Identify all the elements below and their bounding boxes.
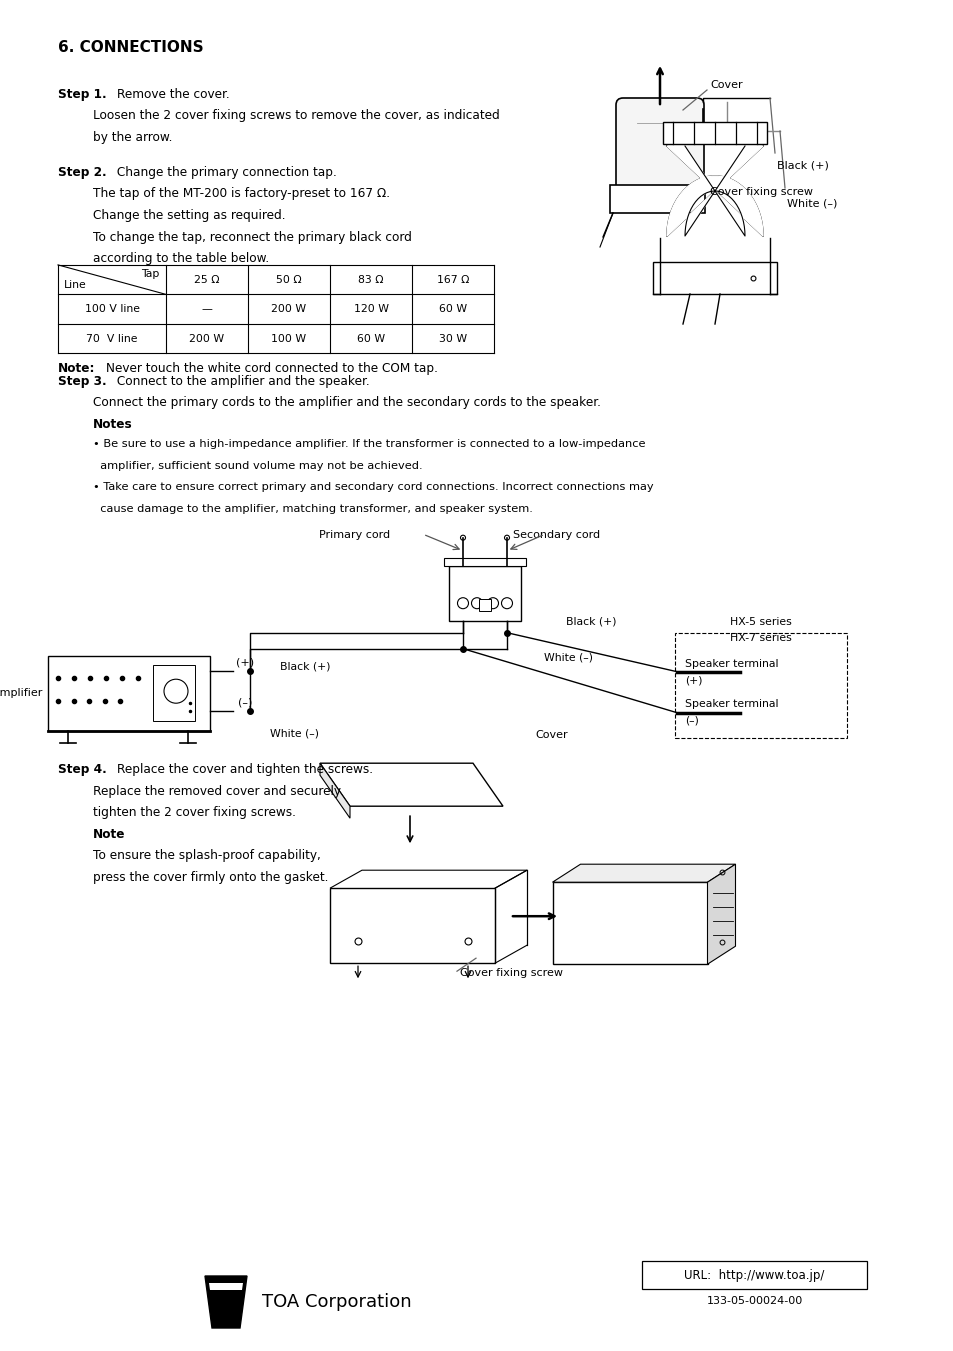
Text: 133-05-00024-00: 133-05-00024-00 bbox=[705, 1296, 801, 1306]
Bar bbox=[48, 655, 210, 731]
Polygon shape bbox=[707, 865, 735, 965]
Text: 200 W: 200 W bbox=[272, 304, 306, 315]
Text: Cover: Cover bbox=[709, 80, 741, 91]
Text: by the arrow.: by the arrow. bbox=[92, 131, 172, 145]
Text: White (–): White (–) bbox=[786, 199, 837, 208]
Bar bbox=[609, 185, 704, 213]
Text: Change the primary connection tap.: Change the primary connection tap. bbox=[112, 166, 336, 178]
Text: The tap of the MT-200 is factory-preset to 167 Ω.: The tap of the MT-200 is factory-preset … bbox=[92, 188, 390, 200]
Bar bbox=[652, 262, 776, 295]
Text: (–): (–) bbox=[684, 716, 699, 725]
Text: Cover fixing screw: Cover fixing screw bbox=[709, 186, 812, 197]
Text: 120 W: 120 W bbox=[354, 304, 388, 315]
Text: Remove the cover.: Remove the cover. bbox=[112, 88, 230, 101]
Text: White (–): White (–) bbox=[544, 653, 593, 663]
Circle shape bbox=[457, 597, 468, 609]
Polygon shape bbox=[666, 146, 762, 236]
Polygon shape bbox=[552, 865, 735, 882]
Text: Line: Line bbox=[64, 281, 87, 290]
Circle shape bbox=[164, 680, 188, 704]
Text: (+): (+) bbox=[235, 657, 253, 667]
Text: (+): (+) bbox=[684, 676, 701, 686]
Text: Amplifier: Amplifier bbox=[0, 688, 43, 698]
FancyBboxPatch shape bbox=[616, 99, 703, 195]
Text: Note: Note bbox=[92, 828, 126, 840]
Bar bbox=[662, 122, 766, 145]
Text: 6. CONNECTIONS: 6. CONNECTIONS bbox=[58, 41, 203, 55]
Text: 100 W: 100 W bbox=[272, 334, 306, 343]
Text: Loosen the 2 cover fixing screws to remove the cover, as indicated: Loosen the 2 cover fixing screws to remo… bbox=[92, 109, 499, 123]
Text: COM 25Ω 50Ω 83Ω167Ω: COM 25Ω 50Ω 83Ω167Ω bbox=[682, 136, 746, 142]
Text: 50 Ω: 50 Ω bbox=[276, 274, 301, 285]
Text: TOA Corporation: TOA Corporation bbox=[262, 1293, 411, 1310]
Text: To change the tap, reconnect the primary black cord: To change the tap, reconnect the primary… bbox=[92, 231, 412, 243]
Polygon shape bbox=[209, 1283, 243, 1290]
Text: 70  V line: 70 V line bbox=[86, 334, 137, 343]
Text: Step 2.: Step 2. bbox=[58, 166, 107, 178]
Text: HX-5 series: HX-5 series bbox=[729, 617, 791, 627]
Text: Tap: Tap bbox=[140, 269, 159, 278]
Text: HX-7 series: HX-7 series bbox=[729, 634, 791, 643]
Text: 60 W: 60 W bbox=[438, 304, 467, 315]
Text: Cover: Cover bbox=[535, 730, 567, 740]
Bar bbox=[449, 566, 520, 620]
Bar bbox=[552, 882, 707, 965]
Circle shape bbox=[504, 535, 509, 540]
Circle shape bbox=[487, 597, 498, 609]
Bar bbox=[478, 600, 491, 611]
Text: Step 3.: Step 3. bbox=[58, 374, 107, 388]
Text: 100 V line: 100 V line bbox=[85, 304, 139, 315]
Bar bbox=[330, 888, 495, 963]
Text: Replace the removed cover and securely: Replace the removed cover and securely bbox=[92, 785, 340, 797]
Text: • Take care to ensure correct primary and secondary cord connections. Incorrect : • Take care to ensure correct primary an… bbox=[92, 482, 653, 492]
Text: Black (+): Black (+) bbox=[565, 616, 616, 627]
Text: Change the setting as required.: Change the setting as required. bbox=[92, 209, 285, 222]
Text: Connect the primary cords to the amplifier and the secondary cords to the speake: Connect the primary cords to the amplifi… bbox=[92, 396, 600, 409]
Bar bbox=[443, 558, 525, 566]
Text: press the cover firmly onto the gasket.: press the cover firmly onto the gasket. bbox=[92, 870, 328, 884]
Text: Primary cord: Primary cord bbox=[318, 530, 390, 540]
Text: cause damage to the amplifier, matching transformer, and speaker system.: cause damage to the amplifier, matching … bbox=[92, 504, 533, 513]
Bar bbox=[152, 665, 194, 721]
Text: amplifier, sufficient sound volume may not be achieved.: amplifier, sufficient sound volume may n… bbox=[92, 461, 422, 471]
Circle shape bbox=[471, 597, 482, 609]
Text: Step 1.: Step 1. bbox=[58, 88, 107, 101]
Text: —: — bbox=[201, 304, 213, 315]
Text: Connect to the amplifier and the speaker.: Connect to the amplifier and the speaker… bbox=[112, 374, 369, 388]
Circle shape bbox=[501, 597, 512, 609]
Text: Notes: Notes bbox=[92, 417, 132, 431]
Text: Never touch the white cord connected to the COM tap.: Never touch the white cord connected to … bbox=[102, 362, 437, 376]
Text: according to the table below.: according to the table below. bbox=[92, 253, 269, 265]
Bar bbox=[675, 634, 846, 738]
Text: Secondary cord: Secondary cord bbox=[513, 530, 599, 540]
Text: tighten the 2 cover fixing screws.: tighten the 2 cover fixing screws. bbox=[92, 807, 295, 819]
Text: 25 Ω: 25 Ω bbox=[194, 274, 219, 285]
Text: 60 W: 60 W bbox=[356, 334, 385, 343]
Text: Black (+): Black (+) bbox=[280, 661, 330, 671]
Text: To ensure the splash-proof capability,: To ensure the splash-proof capability, bbox=[92, 850, 320, 862]
Text: 83 Ω: 83 Ω bbox=[358, 274, 383, 285]
Text: 200 W: 200 W bbox=[190, 334, 224, 343]
Circle shape bbox=[460, 535, 465, 540]
Text: (–): (–) bbox=[237, 697, 252, 707]
Text: 167 Ω: 167 Ω bbox=[436, 274, 469, 285]
Text: URL:  http://www.toa.jp/: URL: http://www.toa.jp/ bbox=[683, 1269, 823, 1282]
Bar bbox=[641, 1260, 866, 1289]
Text: Speaker terminal: Speaker terminal bbox=[684, 698, 778, 709]
Text: Speaker terminal: Speaker terminal bbox=[684, 659, 778, 669]
Text: Replace the cover and tighten the screws.: Replace the cover and tighten the screws… bbox=[112, 763, 373, 777]
Text: Step 4.: Step 4. bbox=[58, 763, 107, 777]
Text: Black (+): Black (+) bbox=[776, 161, 828, 172]
Text: • Be sure to use a high-impedance amplifier. If the transformer is connected to : • Be sure to use a high-impedance amplif… bbox=[92, 439, 645, 450]
Text: Cover fixing screw: Cover fixing screw bbox=[459, 969, 562, 978]
Text: White (–): White (–) bbox=[270, 728, 318, 738]
Polygon shape bbox=[319, 763, 350, 819]
Polygon shape bbox=[205, 1275, 247, 1328]
Text: 30 W: 30 W bbox=[438, 334, 467, 343]
Text: Note:: Note: bbox=[58, 362, 95, 376]
